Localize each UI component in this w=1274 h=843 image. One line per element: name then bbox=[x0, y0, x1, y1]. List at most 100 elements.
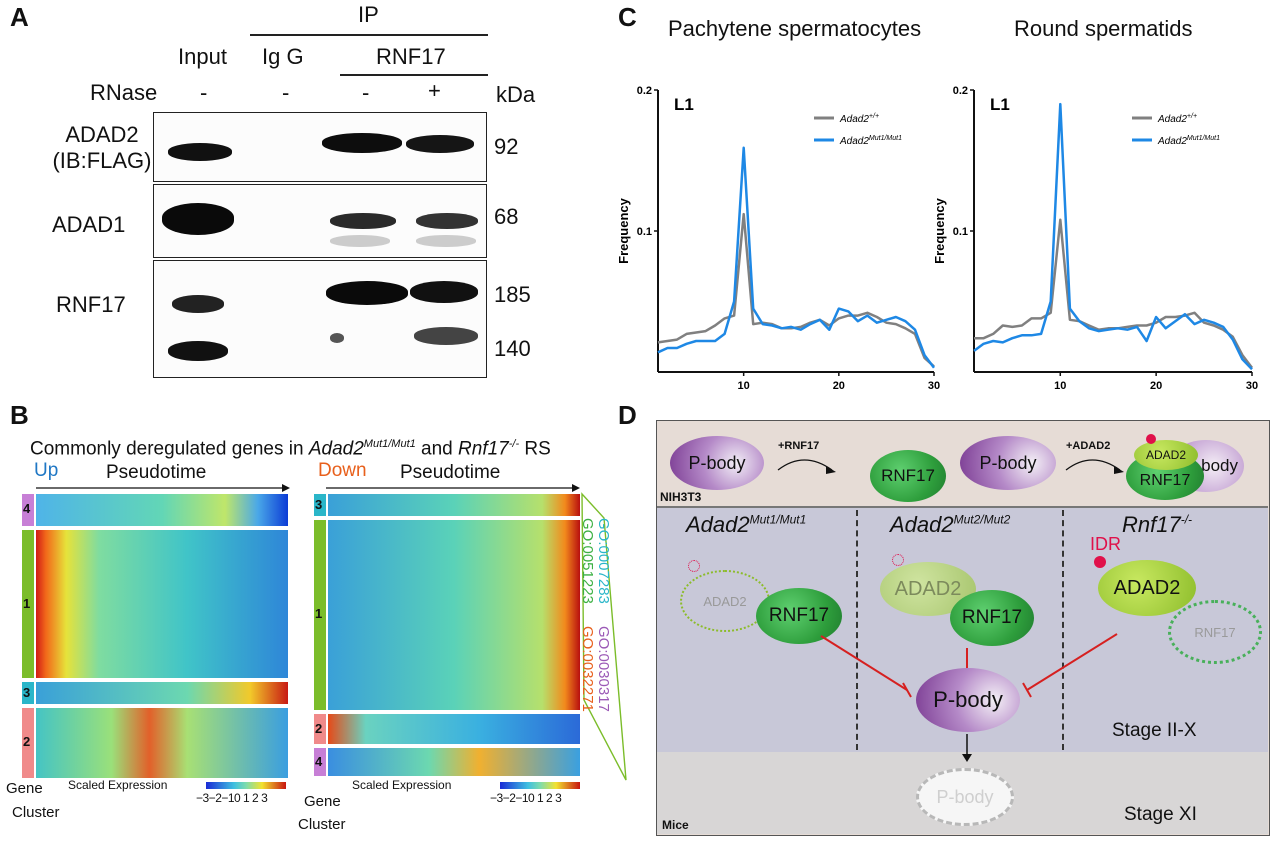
band bbox=[330, 235, 390, 247]
blot2-label: ADAD1 bbox=[52, 212, 126, 237]
inner-label: L1 bbox=[674, 95, 694, 114]
band bbox=[416, 213, 478, 229]
blot-rnf17 bbox=[153, 260, 487, 378]
rnf17-partial-text: RNF17 bbox=[1139, 472, 1191, 489]
right-cluster-4: 4 bbox=[315, 754, 323, 769]
x-tick-label: 10 bbox=[1054, 380, 1066, 392]
mw-140: 140 bbox=[494, 336, 531, 361]
adad2-faded-text: ADAD2 bbox=[894, 577, 962, 600]
adad2-cell-col3: ADAD2 bbox=[1098, 560, 1196, 616]
panel-letter-a: A bbox=[10, 2, 29, 32]
chart1-title: Pachytene spermatocytes bbox=[668, 16, 922, 41]
title-prefix: Commonly deregulated genes in bbox=[30, 438, 309, 460]
title-gene1: Adad2 bbox=[308, 438, 364, 460]
kda-label: kDa bbox=[496, 82, 536, 107]
gene-label-left: Gene bbox=[6, 780, 43, 797]
stage-ii-x-label: Stage II-X bbox=[1112, 720, 1197, 741]
line-charts-svg: 0.2 0.1 10 20 30 Frequency L1 Adad2+/+ Adad2Mut1… bbox=[616, 85, 1258, 392]
band bbox=[330, 213, 396, 229]
up-label: Up bbox=[34, 460, 59, 481]
inner-label: L1 bbox=[990, 95, 1010, 114]
mice-label: Mice bbox=[662, 818, 689, 832]
idr-ghost-icon-2 bbox=[892, 554, 904, 566]
rnf17-cell-col1: RNF17 bbox=[756, 588, 842, 644]
band bbox=[416, 235, 476, 247]
blot1-label-line1: ADAD2 bbox=[65, 122, 139, 147]
band bbox=[168, 143, 232, 161]
left-cluster-2: 2 bbox=[23, 734, 31, 749]
panel-letter-b: B bbox=[10, 400, 29, 430]
x-tick-label: 10 bbox=[738, 380, 750, 392]
legend-label: Adad2Mut1/Mut1 bbox=[839, 135, 902, 147]
scaled-expression-right: Scaled Expression bbox=[352, 778, 452, 792]
band bbox=[326, 281, 408, 305]
rnase-value-1: - bbox=[200, 80, 208, 105]
input-label: Input bbox=[178, 44, 227, 69]
x-tick-label: 20 bbox=[833, 380, 845, 392]
igg-label: Ig G bbox=[262, 44, 304, 69]
series-line-0 bbox=[657, 212, 935, 368]
rnf17-text: RNF17 bbox=[881, 466, 935, 485]
go-term-2: GO:0030317 bbox=[595, 626, 612, 712]
idr-ghost-icon bbox=[688, 560, 700, 572]
right-cluster-1: 1 bbox=[315, 606, 323, 621]
mw-68: 68 bbox=[494, 204, 519, 229]
right-cluster-3: 3 bbox=[315, 497, 323, 512]
rnf17-ghost-text: RNF17 bbox=[1194, 624, 1236, 640]
scaled-expression-left: Scaled Expression bbox=[68, 778, 168, 792]
left-cluster-3: 3 bbox=[23, 685, 31, 700]
rnase-value-4: + bbox=[428, 78, 441, 103]
p-body-text: P-body bbox=[688, 452, 746, 473]
cluster-label-right: Cluster bbox=[298, 816, 346, 833]
adad2-small-cell: ADAD2 bbox=[1134, 440, 1198, 470]
col2-header: Adad2Mut2/Mut2 bbox=[890, 512, 1010, 538]
rnf17-lane-label: RNF17 bbox=[376, 44, 446, 69]
plus-adad2-label: +ADAD2 bbox=[1066, 440, 1111, 452]
p-body-cell-2: P-body bbox=[960, 436, 1056, 490]
idr-dot-icon-2 bbox=[1094, 556, 1106, 568]
arrow-icon bbox=[777, 459, 836, 474]
ip-label: IP bbox=[358, 2, 379, 27]
title-and: and bbox=[415, 438, 459, 460]
rnf17-cell-col2: RNF17 bbox=[950, 590, 1034, 646]
scale-ticks-right: −3−2−10 1 2 3 bbox=[490, 791, 562, 805]
chart2-title: Round spermatids bbox=[1014, 16, 1193, 41]
region-divider bbox=[657, 506, 1268, 508]
legend-label: Adad2Mut1/Mut1 bbox=[1157, 135, 1220, 147]
heatmap-title: Commonly deregulated genes in Adad2Mut1/… bbox=[30, 438, 551, 460]
ip-line bbox=[250, 34, 488, 36]
idr-label: IDR bbox=[1090, 534, 1121, 554]
title-suffix: RS bbox=[519, 438, 551, 460]
pseudotime-right: Pseudotime bbox=[400, 462, 501, 483]
rnf17-cell: RNF17 bbox=[870, 450, 946, 502]
p-body-cell: P-body bbox=[670, 436, 764, 490]
rnf17-line bbox=[340, 74, 488, 76]
x-tick-label: 30 bbox=[928, 380, 940, 392]
left-cluster-4: 4 bbox=[23, 501, 31, 516]
rnase-value-3: - bbox=[362, 80, 370, 105]
rnf17-text-col2: RNF17 bbox=[961, 607, 1023, 628]
mw-185: 185 bbox=[494, 282, 531, 307]
column-divider-1 bbox=[856, 510, 858, 750]
panel-letter-d: D bbox=[618, 400, 637, 430]
y-tick-label: 0.1 bbox=[953, 226, 968, 238]
col1-text: Adad2 bbox=[686, 512, 750, 537]
panel-letter-c: C bbox=[618, 2, 637, 32]
y-axis-label: Frequency bbox=[932, 197, 947, 264]
col2-text: Adad2 bbox=[890, 512, 954, 537]
scale-ticks-left: −3−2−10 1 2 3 bbox=[196, 791, 268, 805]
blot1-label: ADAD2 (IB:FLAG) bbox=[46, 122, 158, 174]
blot-adad1 bbox=[153, 184, 487, 258]
mw-92: 92 bbox=[494, 134, 519, 159]
rnf17-ghost-cell: RNF17 bbox=[1168, 600, 1262, 664]
right-cluster-2: 2 bbox=[315, 721, 323, 736]
p-body-faded-text: P-body bbox=[936, 786, 994, 807]
plus-rnf17-label: +RNF17 bbox=[778, 440, 820, 452]
blot3-label: RNF17 bbox=[56, 292, 126, 317]
adad2-text-col3: ADAD2 bbox=[1113, 576, 1181, 599]
series-line-1 bbox=[973, 102, 1253, 371]
y-tick-label: 0.2 bbox=[953, 85, 968, 97]
col2-sup: Mut2/Mut2 bbox=[953, 512, 1011, 527]
rnase-value-2: - bbox=[282, 80, 290, 105]
rnf17-text-col1: RNF17 bbox=[768, 605, 830, 626]
